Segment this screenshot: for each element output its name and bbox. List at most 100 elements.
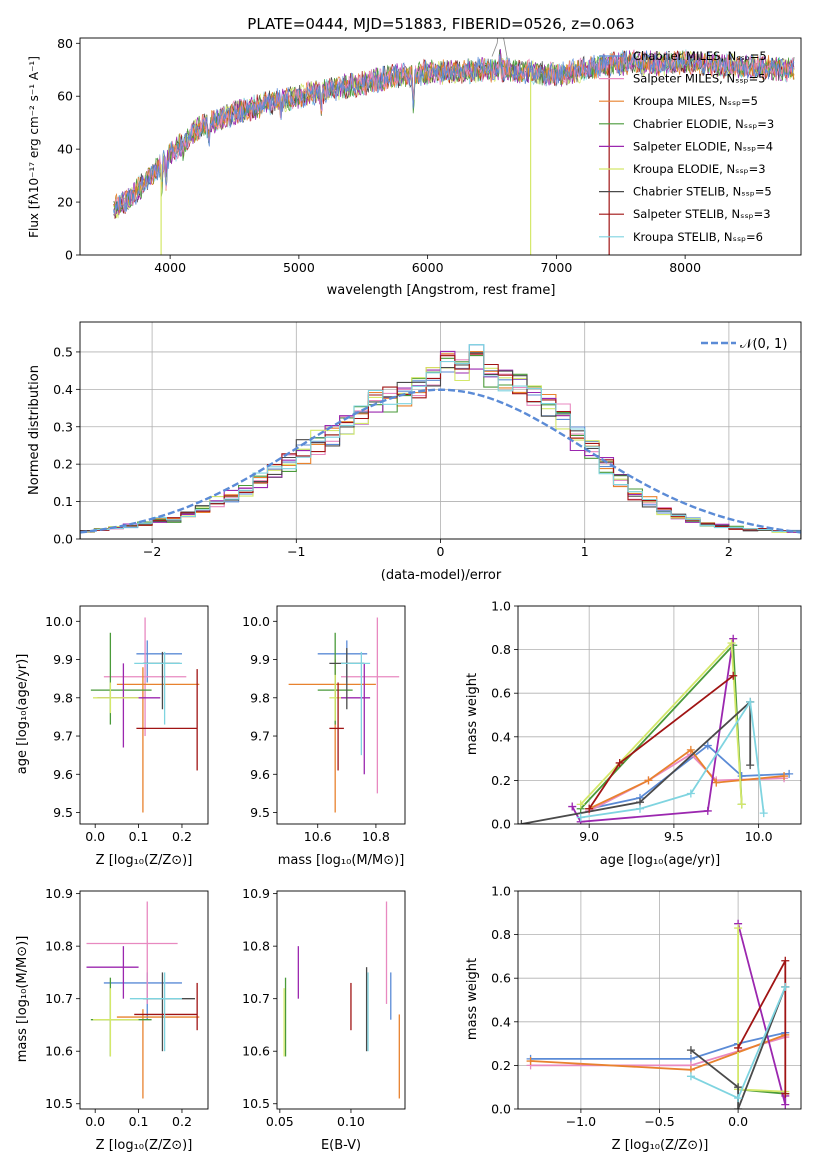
y-tick-label: 1.0 <box>491 884 511 899</box>
y-tick-label: 9.8 <box>250 690 270 705</box>
y-tick-label: 10.7 <box>45 991 73 1006</box>
y-tick-label: 9.6 <box>250 767 270 782</box>
weight-marker-5 <box>737 800 746 809</box>
weights-vs-Z-panel: −1.0 −0.5 0.0 0.0 0.2 0.4 0.6 0.8 1.0 Z [log₁₀(Z… <box>465 884 802 1153</box>
legend-label-8: Kroupa STELIB, Nₛₛₚ=6 <box>633 230 763 244</box>
y-tick-label: 10.5 <box>45 1096 73 1111</box>
axes-frame <box>517 890 802 1110</box>
residuals-panel: −2 −1 0 1 2 0.0 0.1 0.2 0.3 0.4 0.5 (data-model)/e… <box>27 321 802 583</box>
x-tick-label: 0.0 <box>85 829 105 844</box>
weight-marker-7 <box>585 804 594 813</box>
axes-frame <box>517 605 802 825</box>
age-vs-mass-plot-area: 10.6 10.8 9.5 9.6 9.7 9.8 9.9 10.0 <box>242 605 406 844</box>
x-tick-label: 8000 <box>669 260 701 275</box>
weight-marker-6 <box>734 1083 743 1092</box>
x-tick-label: 2 <box>725 544 733 559</box>
plot-marks <box>518 634 794 824</box>
y-tick-label: 10.0 <box>242 614 270 629</box>
age-vs-Z-plot-area: 0.0 0.1 0.2 9.5 9.6 9.7 9.8 9.9 10.0 <box>45 605 209 844</box>
x-tick-label: 0.1 <box>129 1114 149 1129</box>
age-vs-Z-panel: 0.0 0.1 0.2 9.5 9.6 9.7 9.8 9.9 10.0 Z [log₁₀(Z/… <box>15 605 209 868</box>
histogram-step-6 <box>80 352 801 539</box>
mass-vs-Z-panel: 0.0 0.1 0.2 10.5 10.6 10.7 10.8 10.9 Z [log₁₀(Z… <box>15 886 209 1153</box>
weight-line-7 <box>737 960 787 1094</box>
normal-curve <box>80 388 801 534</box>
y-tick-label: 0.8 <box>491 642 511 657</box>
legend-label-1: Salpeter MILES, Nₛₛₚ=5 <box>633 72 766 86</box>
weight-marker-6 <box>518 820 526 824</box>
y-tick-label: 0.4 <box>53 382 73 397</box>
x-tick-label: −0.5 <box>644 1114 674 1129</box>
mass-vs-Z-ylabel: mass [log₁₀(M/M⊙)] <box>15 936 30 1063</box>
y-tick-label: 9.7 <box>53 729 73 744</box>
age-vs-mass-panel: 10.6 10.8 9.5 9.6 9.7 9.8 9.9 10.0 mass [log₁₀(… <box>242 605 406 868</box>
plot-marks <box>526 919 790 1109</box>
axes-frame <box>79 321 802 540</box>
y-tick-label: 9.5 <box>53 805 73 820</box>
legend-label-6: Chabrier STELIB, Nₛₛₚ=5 <box>633 185 772 199</box>
y-tick-label: 10.9 <box>45 886 73 901</box>
weight-marker-6 <box>686 1046 695 1055</box>
x-tick-label: 0.2 <box>172 829 192 844</box>
axes-frame <box>79 890 209 1110</box>
y-tick-label: 0.4 <box>491 729 511 744</box>
x-tick-label: 9.0 <box>579 829 599 844</box>
x-tick-label: 6000 <box>412 260 444 275</box>
y-tick-label: 0.0 <box>491 1102 511 1117</box>
y-tick-label: 0.3 <box>53 419 73 434</box>
x-tick-label: 0.0 <box>728 1114 748 1129</box>
halpha-emission <box>491 38 508 60</box>
y-tick-label: 9.8 <box>53 690 73 705</box>
y-tick-label: 0.2 <box>53 457 73 472</box>
weight-marker-5 <box>576 800 585 809</box>
y-tick-label: 0.1 <box>53 494 73 509</box>
y-tick-label: 0.4 <box>491 1014 511 1029</box>
weights-vs-age-plot-area: 9.0 9.5 10.0 0.0 0.2 0.4 0.6 0.8 1.0 <box>491 599 802 844</box>
plot-marks <box>86 901 200 1099</box>
age-vs-Z-xlabel: Z [log₁₀(Z/Z⊙)] <box>96 853 193 868</box>
weights-vs-Z-ylabel: mass weight <box>465 958 480 1040</box>
histogram-step-8 <box>80 344 801 539</box>
weights-vs-age-panel: 9.0 9.5 10.0 0.0 0.2 0.4 0.6 0.8 1.0 age [log₁₀(… <box>465 599 802 868</box>
weight-marker-7 <box>781 1089 790 1098</box>
x-tick-label: 10.0 <box>745 829 773 844</box>
weight-marker-0 <box>785 769 794 778</box>
y-tick-label: 0.5 <box>53 344 73 359</box>
x-tick-label: 9.5 <box>664 829 684 844</box>
x-tick-label: 5000 <box>283 260 315 275</box>
spectrum-panel: 4000 5000 6000 7000 8000 0 20 40 60 80 wavelength… <box>27 36 802 298</box>
y-tick-label: 9.6 <box>53 767 73 782</box>
weight-line-4 <box>737 923 787 1105</box>
weight-marker-6 <box>746 761 755 770</box>
y-tick-label: 0.2 <box>491 773 511 788</box>
axes-frame <box>276 890 406 1110</box>
axes-frame <box>79 605 209 825</box>
y-tick-label: 20 <box>57 195 73 210</box>
age-vs-mass-xlabel: mass [log₁₀(M/M⊙)] <box>278 853 405 868</box>
spectrum-line-0 <box>113 50 795 214</box>
axes-frame <box>276 605 406 825</box>
y-tick-label: 80 <box>57 36 73 51</box>
residuals-ylabel: Normed distribution <box>27 365 42 495</box>
weight-marker-8 <box>746 697 755 706</box>
age-vs-Z-ylabel: age [log₁₀(age/yr)] <box>15 654 30 775</box>
weight-marker-7 <box>734 1043 743 1052</box>
y-tick-label: 0 <box>65 248 73 263</box>
weight-marker-2 <box>644 776 653 785</box>
weight-marker-8 <box>781 982 790 991</box>
weight-marker-8 <box>576 813 585 822</box>
y-tick-label: 10.6 <box>242 1044 270 1059</box>
spectrum-ylabel: Flux [fλ10⁻¹⁷ erg cm⁻² s⁻¹ A⁻¹] <box>27 56 41 238</box>
y-tick-label: 60 <box>57 89 73 104</box>
plot-marks <box>288 617 400 813</box>
weights-vs-age-ylabel: mass weight <box>465 673 480 755</box>
normal-curve-legend-label: 𝒩(0, 1) <box>740 337 787 352</box>
weight-marker-8 <box>636 804 645 813</box>
y-tick-label: 9.9 <box>250 652 270 667</box>
figure-title: PLATE=0444, MJD=51883, FIBERID=0526, z=0… <box>247 15 634 33</box>
y-tick-label: 0.2 <box>491 1058 511 1073</box>
x-tick-label: −2 <box>143 544 161 559</box>
x-tick-label: 0.0 <box>85 1114 105 1129</box>
y-tick-label: 0.6 <box>491 971 511 986</box>
